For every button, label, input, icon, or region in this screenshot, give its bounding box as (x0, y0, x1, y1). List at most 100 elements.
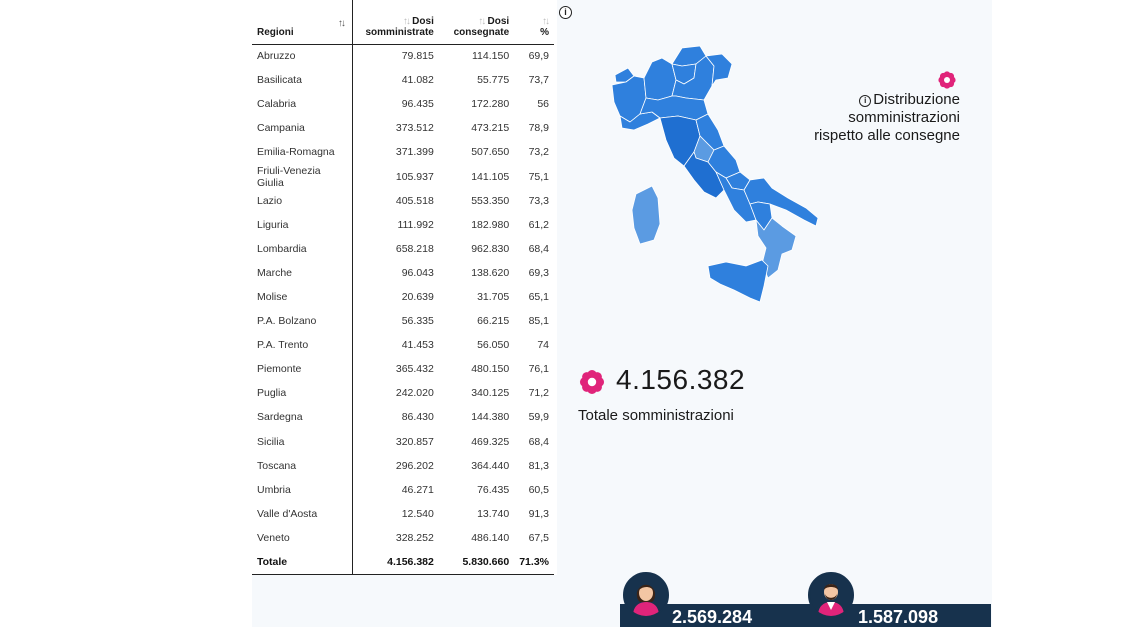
sort-icon[interactable]: ↑↓ (478, 16, 486, 27)
map-region-friuli[interactable] (705, 53, 733, 87)
percent-cell: 85,1 (528, 315, 549, 328)
sort-icon[interactable]: ↑↓ (337, 18, 346, 29)
delivered-cell: 56.050 (477, 339, 510, 352)
region-cell: Basilicata (252, 68, 353, 93)
percent-cell: 76,1 (528, 363, 549, 376)
table-row: Friuli-Venezia Giulia 105.937 141.105 75,1 (252, 164, 554, 189)
delivered-cell: 66.215 (477, 315, 510, 328)
administered-cell: 365.432 (395, 363, 434, 376)
percent-cell: 73,7 (528, 74, 549, 87)
info-icon[interactable]: i (559, 6, 572, 19)
percent-cell: 71,2 (528, 387, 549, 400)
region-cell: P.A. Trento (252, 333, 353, 358)
italy-map (611, 45, 819, 303)
map-region-veneto[interactable] (671, 55, 715, 101)
administered-cell: 41.453 (401, 339, 434, 352)
delivered-cell: 469.325 (471, 435, 510, 448)
percent-cell: 68,4 (528, 242, 549, 255)
map-region-lombardia[interactable] (643, 57, 677, 101)
administered-cell: 46.271 (401, 483, 434, 496)
region-cell: Puglia (252, 381, 353, 406)
female-avatar-icon (623, 572, 669, 618)
percent-cell: 61,2 (528, 218, 549, 231)
percent-cell: 67,5 (528, 531, 549, 544)
region-cell: Totale (252, 549, 353, 575)
table-total-row: Totale 4.156.382 5.830.660 71.3% (252, 549, 554, 575)
percent-cell: 78,9 (528, 122, 549, 135)
table-row: Piemonte 365.432 480.150 76,1 (252, 357, 554, 382)
map-region-sardegna[interactable] (631, 185, 661, 245)
region-cell: Abruzzo (252, 44, 353, 69)
region-cell: Veneto (252, 525, 353, 550)
info-icon[interactable]: i (859, 95, 872, 107)
administered-cell: 296.202 (395, 459, 434, 472)
delivered-cell: 141.105 (471, 170, 510, 183)
table-body: Abruzzo 79.815 114.150 69,9 Basilicata 41.082… (252, 44, 554, 575)
sort-icon[interactable]: ↑↓ (542, 16, 550, 27)
table-row: Basilicata 41.082 55.775 73,7 (252, 68, 554, 93)
delivered-cell: 340.125 (471, 387, 510, 400)
percent-cell: 65,1 (528, 290, 549, 303)
percent-cell: 73,3 (528, 194, 549, 207)
delivered-cell: 31.705 (477, 290, 510, 303)
percent-cell: 75,1 (528, 170, 549, 183)
percent-cell: 81,3 (528, 459, 549, 472)
administered-cell: 111.992 (397, 218, 434, 231)
table-row: Umbria 46.271 76.435 60,5 (252, 477, 554, 502)
header-regioni[interactable]: Regioni ↑↓ (252, 0, 353, 45)
sort-icon[interactable]: ↑↓ (402, 16, 411, 27)
administered-cell: 20.639 (401, 290, 434, 303)
regions-table: Regioni ↑↓ ↑↓ Dosi somministrate ↑↓ Dosi… (252, 0, 554, 575)
delivered-cell: 480.150 (471, 363, 510, 376)
percent-cell: 73,2 (528, 146, 549, 159)
region-cell: Lazio (252, 188, 353, 213)
regions-table-container: Regioni ↑↓ ↑↓ Dosi somministrate ↑↓ Dosi… (252, 0, 557, 575)
delivered-cell: 138.620 (471, 266, 510, 279)
delivered-cell: 144.380 (471, 411, 510, 424)
map-region-sicilia[interactable] (707, 259, 769, 303)
delivered-cell: 55.775 (477, 74, 510, 87)
percent-cell: 68,4 (528, 435, 549, 448)
header-percent[interactable]: ↑↓ % (514, 0, 554, 45)
table-row: Emilia-Romagna 371.399 507.650 73,2 (252, 140, 554, 165)
delivered-cell: 473.215 (471, 122, 510, 135)
table-row: Sardegna 86.430 144.380 59,9 (252, 405, 554, 430)
delivered-cell: 13.740 (477, 507, 510, 520)
region-cell: Campania (252, 116, 353, 141)
table-row: Valle d'Aosta 12.540 13.740 91,3 (252, 501, 554, 526)
region-cell: Umbria (252, 477, 353, 502)
male-count: 1.587.098 (858, 607, 939, 627)
region-cell: Sicilia (252, 429, 353, 454)
percent-cell: 74 (537, 339, 549, 352)
table-row: Liguria 111.992 182.980 61,2 (252, 212, 554, 237)
map-region-calabria[interactable] (755, 217, 797, 279)
table-row: P.A. Trento 41.453 56.050 74 (252, 333, 554, 358)
table-row: Lazio 405.518 553.350 73,3 (252, 188, 554, 213)
percent-cell: 59,9 (528, 411, 549, 424)
region-cell: Molise (252, 284, 353, 310)
total-administrations-value: 4.156.382 (616, 364, 746, 395)
header-dosi-consegnate[interactable]: ↑↓ Dosi consegnate (438, 0, 515, 45)
total-administrations-label: Totale somministrazioni (578, 407, 734, 424)
delivered-cell: 553.350 (471, 194, 510, 207)
gender-bar (620, 604, 991, 627)
percent-cell: 91,3 (528, 507, 549, 520)
administered-cell: 242.020 (395, 387, 434, 400)
percent-cell: 56 (537, 98, 549, 111)
table-row: Veneto 328.252 486.140 67,5 (252, 525, 554, 550)
table-row: Lombardia 658.218 962.830 68,4 (252, 236, 554, 261)
delivered-cell: 182.980 (471, 218, 510, 231)
region-cell: Friuli-Venezia Giulia (252, 164, 353, 189)
delivered-cell: 5.830.660 (438, 549, 515, 575)
region-cell: Valle d'Aosta (252, 501, 353, 526)
female-count: 2.569.284 (672, 607, 753, 627)
administered-cell: 4.156.382 (352, 549, 439, 575)
table-row: Abruzzo 79.815 114.150 69,9 (252, 44, 554, 69)
region-cell: P.A. Bolzano (252, 309, 353, 334)
table-header-row: Regioni ↑↓ ↑↓ Dosi somministrate ↑↓ Dosi… (252, 0, 554, 45)
administered-cell: 96.435 (401, 98, 434, 111)
administered-cell: 405.518 (395, 194, 434, 207)
administered-cell: 320.857 (395, 435, 434, 448)
administered-cell: 105.937 (395, 170, 434, 183)
header-dosi-somministrate[interactable]: ↑↓ Dosi somministrate (352, 0, 439, 45)
